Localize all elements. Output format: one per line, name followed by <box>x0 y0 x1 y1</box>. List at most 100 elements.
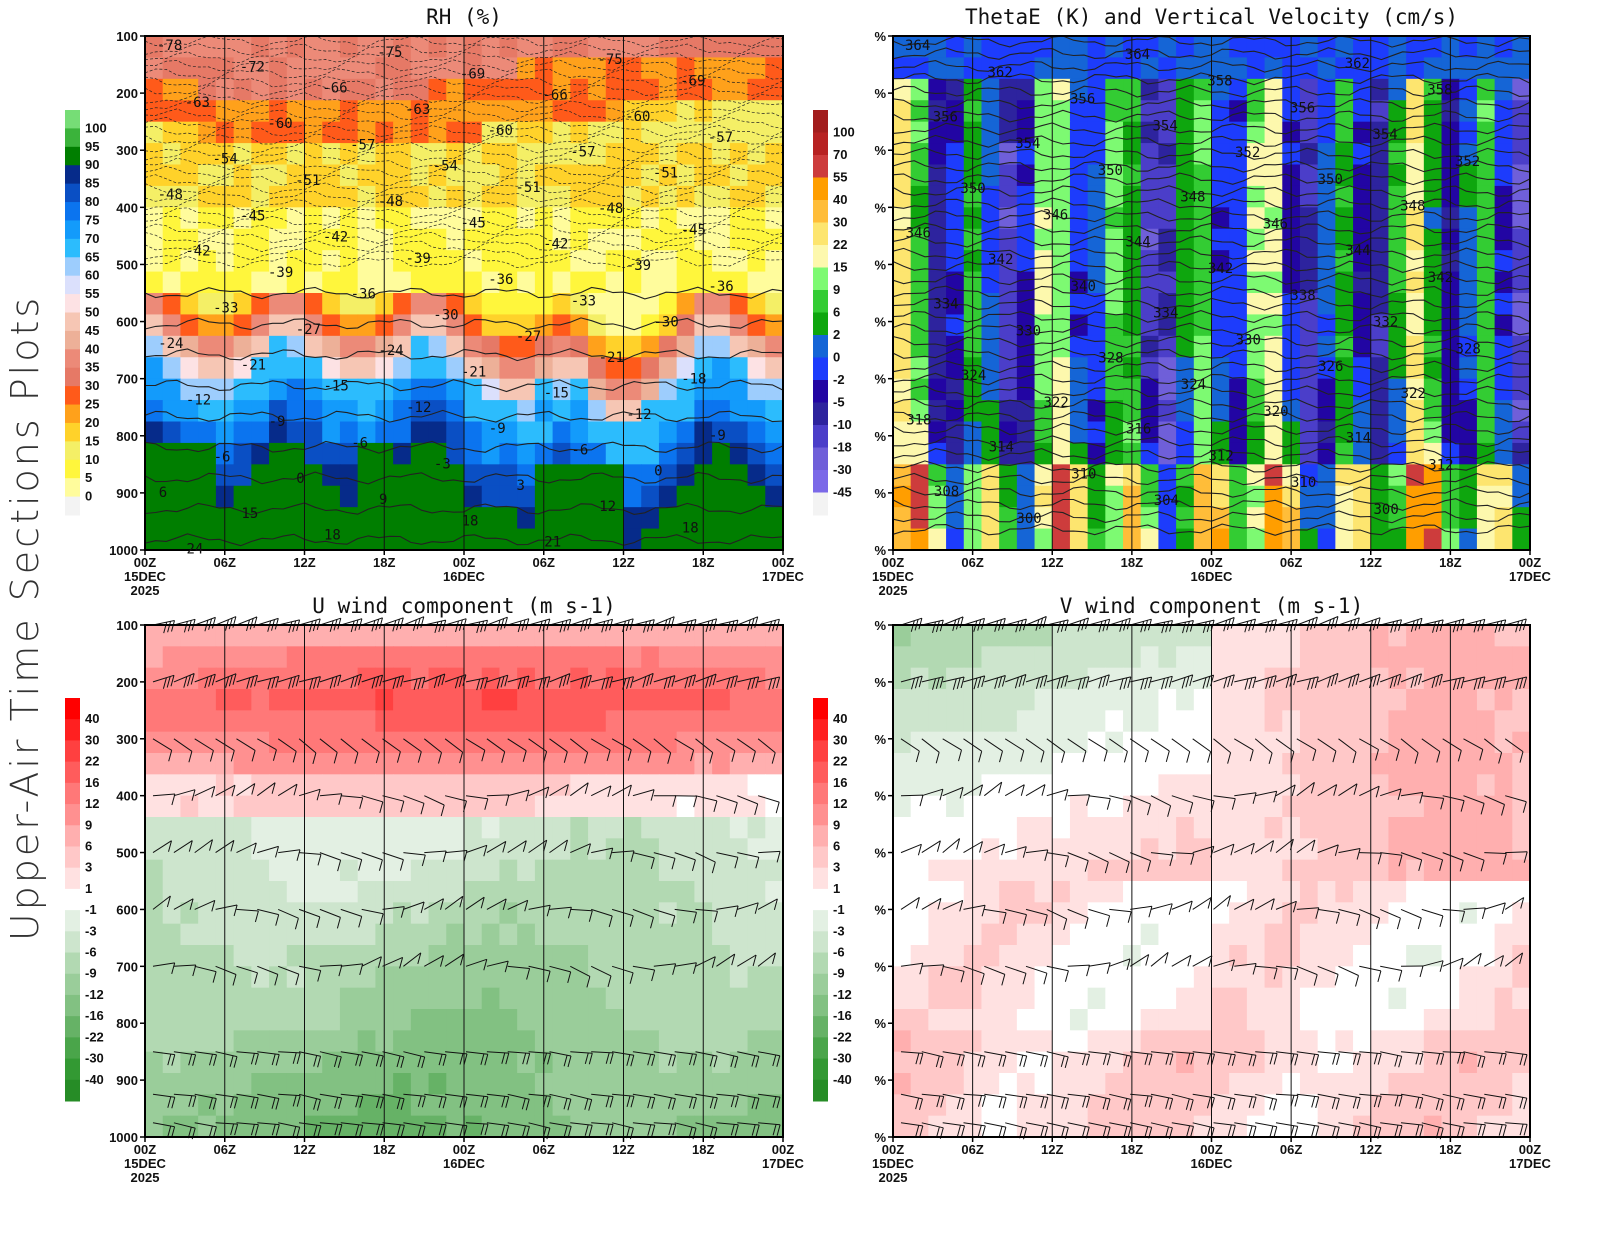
wind-barb <box>1380 673 1402 689</box>
field-cell <box>1388 164 1407 187</box>
contour-label: 348 <box>1180 190 1205 206</box>
y-tick-label: 1000 <box>109 543 138 558</box>
field-cell <box>446 1073 465 1095</box>
field-cell <box>1193 164 1213 187</box>
wind-barb <box>424 955 444 967</box>
colorbar-swatch <box>813 782 828 805</box>
field-cell <box>517 1009 536 1031</box>
field-cell <box>428 143 447 166</box>
field-cell <box>269 421 288 444</box>
field-cell <box>893 1051 912 1074</box>
field-cell <box>1494 228 1513 251</box>
field-cell <box>428 881 447 903</box>
field-cell <box>1335 646 1354 669</box>
wind-barb <box>716 1093 739 1108</box>
field-cell <box>517 485 536 508</box>
colorbar-swatch <box>65 422 80 442</box>
field-cell <box>1211 1073 1230 1095</box>
field-cell <box>712 314 731 337</box>
field-cell <box>410 464 430 487</box>
field-cell <box>747 528 766 551</box>
field-cell <box>1406 1009 1425 1031</box>
field-cell <box>1388 646 1407 669</box>
field-cell <box>1406 378 1425 401</box>
field-cell <box>499 228 518 251</box>
field-cell <box>1158 1009 1177 1031</box>
field-cell <box>339 646 359 669</box>
contour-label: -75 <box>597 52 622 68</box>
field-cell <box>765 731 784 754</box>
field-cell <box>180 36 199 59</box>
field-cell <box>269 902 288 925</box>
wind-barb <box>1505 1093 1528 1110</box>
field-cell <box>1476 1051 1496 1074</box>
field-cell <box>1264 902 1283 925</box>
field-cell <box>1016 400 1036 423</box>
field-cell <box>1229 966 1248 989</box>
field-cell <box>499 817 518 839</box>
field-cell <box>1264 817 1283 839</box>
field-cell <box>1370 817 1390 839</box>
field-cell <box>1512 100 1531 123</box>
field-cell <box>1512 228 1531 251</box>
contour-label: -18 <box>681 371 706 387</box>
field-cell <box>1158 795 1177 818</box>
field-cell <box>446 400 465 423</box>
field-cell <box>1069 121 1089 144</box>
wind-barb <box>1109 958 1131 971</box>
field-cell <box>180 293 199 316</box>
wind-barb <box>194 1051 217 1066</box>
field-cell <box>1459 36 1478 59</box>
field-cell <box>162 507 182 530</box>
field-cell <box>623 271 642 294</box>
colorbar-label: 12 <box>85 796 99 811</box>
wind-barb <box>632 908 654 929</box>
field-cell <box>1105 902 1124 925</box>
colorbar-swatch <box>813 994 828 1017</box>
wind-barb <box>1400 1051 1424 1065</box>
field-cell <box>605 625 625 647</box>
field-cell <box>1370 945 1390 967</box>
field-cell <box>517 507 536 530</box>
wind-barb <box>942 786 964 799</box>
field-cell <box>641 710 660 733</box>
field-cell <box>893 987 912 1010</box>
wind-barb <box>611 965 634 984</box>
wind-barb <box>1192 738 1212 763</box>
field-cell <box>499 528 518 551</box>
field-cell <box>1459 817 1478 839</box>
field-cell <box>1034 100 1053 123</box>
field-cell <box>1353 1115 1372 1138</box>
field-cell <box>1264 731 1283 754</box>
field-cell <box>1087 945 1106 967</box>
wind-barb <box>444 738 464 764</box>
field-cell <box>393 485 412 508</box>
field-cell <box>999 987 1018 1010</box>
field-cell <box>1193 442 1213 465</box>
field-cell <box>481 1009 501 1031</box>
field-cell <box>286 1051 306 1074</box>
field-cell <box>499 795 518 818</box>
wind-barb <box>319 852 342 872</box>
field-cell <box>981 228 1000 251</box>
field-cell <box>464 57 483 80</box>
field-cell <box>893 774 912 797</box>
field-cell <box>1193 731 1213 754</box>
field-cell <box>641 314 660 337</box>
field-cell <box>1264 507 1283 530</box>
contour-label: -24 <box>378 343 403 359</box>
field-cell <box>946 464 965 487</box>
field-cell <box>712 710 731 733</box>
field-cell <box>1052 1051 1071 1074</box>
field-cell <box>233 357 252 380</box>
wind-barb <box>570 617 592 632</box>
wind-barb <box>963 1051 986 1068</box>
wind-barb <box>1380 908 1401 930</box>
field-cell <box>1229 78 1248 101</box>
wind-barb <box>737 676 760 690</box>
field-cell <box>499 271 518 294</box>
field-cell <box>588 485 607 508</box>
field-cell <box>162 795 182 818</box>
field-cell <box>145 1030 164 1053</box>
field-cell <box>1335 57 1354 80</box>
